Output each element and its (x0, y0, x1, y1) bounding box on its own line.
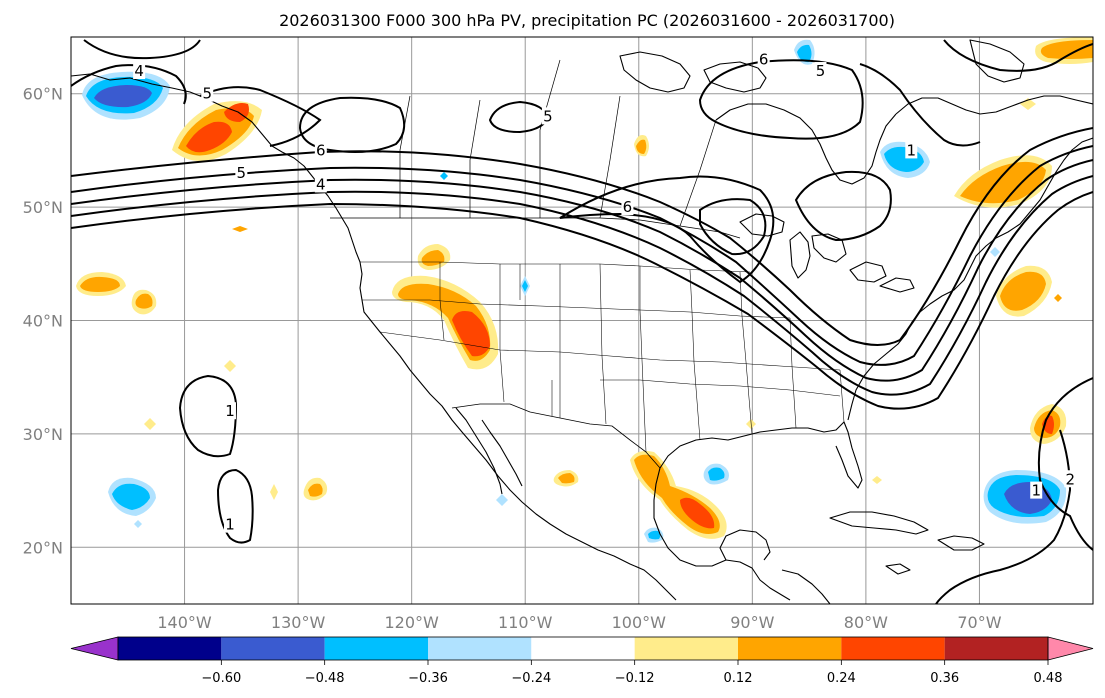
colorbar-tick-label: −0.12 (615, 671, 655, 686)
contour-label: 5 (816, 62, 826, 80)
colorbar-extend-low (70, 636, 119, 661)
contour-label: 4 (134, 62, 144, 80)
contour-label-bg (223, 402, 236, 420)
contour-label-bg (314, 141, 327, 159)
contour-label-bg (201, 84, 214, 102)
colorbar-segment (118, 637, 222, 660)
colorbar-tick-label: 0.24 (827, 671, 856, 686)
colorbar-tick-label: −0.24 (511, 671, 551, 686)
lon-tick-label: 110°W (498, 613, 553, 632)
colorbar: −0.60 −0.48 −0.36 −0.24 −0.12 0.12 0.24 0.36 0.4… (70, 636, 1094, 686)
contour-label-bg (223, 515, 236, 533)
contour-label-bg (235, 164, 248, 182)
state-boundaries (360, 261, 845, 453)
contour-label: 5 (543, 107, 553, 125)
lat-tick-label: 20°N (23, 538, 63, 557)
colorbar-tick-label: −0.36 (408, 671, 448, 686)
contour-label-bg (621, 198, 634, 216)
lon-tick-label: 70°W (957, 613, 1001, 632)
map-frame (70, 36, 1094, 605)
lat-tick-label: 60°N (23, 85, 63, 104)
contour-label: 4 (316, 175, 326, 193)
lon-tick-label: 90°W (730, 613, 774, 632)
contour-label: 6 (759, 51, 769, 69)
colorbar-segment (944, 637, 1048, 660)
contour-label: 5 (237, 164, 247, 182)
lat-tick-label: 50°N (23, 198, 63, 217)
lon-tick-label: 80°W (844, 613, 888, 632)
contour-label-bg (133, 62, 146, 80)
lon-tick-label: 130°W (271, 613, 326, 632)
precip-anomaly-fills (76, 37, 1093, 543)
pv-contours (71, 39, 1093, 604)
contour-label-bg (905, 141, 918, 159)
colorbar-tick-label: −0.60 (201, 671, 241, 686)
colorbar-segment (428, 637, 532, 660)
colorbar-extend-high (1047, 636, 1094, 661)
contour-label: 6 (623, 198, 633, 216)
pv-contour-labels: 4 5 6 5 4 5 6 5 6 1 1 1 1 2 (133, 50, 1077, 534)
latitude-labels: 60°N 50°N 40°N 30°N 20°N (23, 85, 63, 558)
colorbar-segment (324, 637, 428, 660)
contour-label-bg (314, 175, 327, 193)
contour-label: 5 (202, 85, 212, 103)
lon-tick-label: 140°W (157, 613, 212, 632)
contour-label: 1 (225, 516, 235, 534)
contour-label: 1 (907, 141, 917, 159)
longitude-labels: 140°W 130°W 120°W 110°W 100°W 90°W 80°W 70°W (157, 613, 1001, 632)
colorbar-segment (738, 637, 842, 660)
colorbar-segment (634, 637, 738, 660)
colorbar-tick-label: 0.12 (724, 671, 753, 686)
contour-label-bg (814, 62, 827, 80)
colorbar-tick-label: 0.36 (930, 671, 959, 686)
colorbar-segment (841, 637, 945, 660)
contour-label-bg (541, 107, 554, 125)
contour-label: 2 (1066, 470, 1076, 488)
lon-tick-label: 100°W (612, 613, 667, 632)
colorbar-tick-label: −0.48 (305, 671, 345, 686)
contour-label: 1 (1031, 482, 1041, 500)
contour-label-bg (757, 50, 770, 68)
lat-tick-label: 40°N (23, 312, 63, 331)
contour-label-bg (1030, 481, 1043, 499)
chart-title: 2026031300 F000 300 hPa PV, precipitatio… (279, 11, 895, 30)
contour-label-bg (1064, 470, 1077, 488)
lat-tick-label: 30°N (23, 425, 63, 444)
lon-tick-label: 120°W (384, 613, 439, 632)
colorbar-outline (117, 636, 1049, 661)
colorbar-segment (221, 637, 325, 660)
contour-label: 6 (316, 141, 326, 159)
colorbar-tick-label: 0.48 (1034, 671, 1063, 686)
gridlines (71, 37, 1093, 604)
contour-label: 1 (225, 402, 235, 420)
colorbar-segment (531, 637, 635, 660)
